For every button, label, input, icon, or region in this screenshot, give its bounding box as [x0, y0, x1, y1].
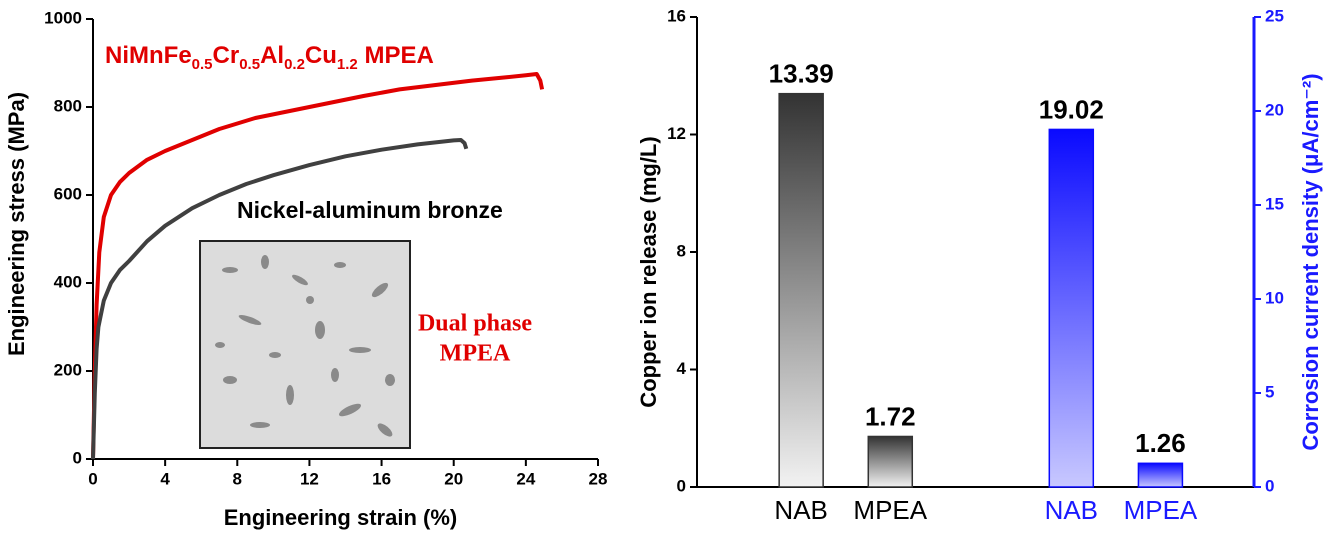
y-tick-label: 1000 [44, 8, 82, 27]
y2-axis-label: Corrosion current density (μA/cm⁻²) [1298, 73, 1323, 450]
y-tick-label: 200 [54, 360, 82, 379]
value-label: 13.39 [769, 59, 834, 89]
curve-label: Nickel-aluminum bronze [237, 197, 503, 223]
y2-tick-label: 25 [1265, 6, 1284, 25]
y-tick-label: 800 [54, 96, 82, 115]
y-tick-label: 0 [677, 476, 686, 495]
x-tick-label: MPEA [853, 495, 927, 525]
bar [867, 435, 914, 488]
x-tick-label: 28 [589, 469, 608, 488]
y-tick-label: 4 [677, 359, 687, 378]
x-tick-label: 24 [516, 469, 535, 488]
x-tick-label: MPEA [1124, 495, 1198, 525]
y-tick-label: 16 [667, 6, 686, 25]
y-tick-label: 8 [677, 241, 686, 260]
annotation: MPEA [440, 341, 511, 367]
x-tick-label: 12 [300, 469, 319, 488]
curve-label: NiMnFe0.5Cr0.5Al0.2Cu1.2 MPEA [105, 42, 434, 73]
y-axis-label: Copper ion release (mg/L) [636, 136, 661, 407]
y-tick-label: 400 [54, 272, 82, 291]
y2-tick-label: 20 [1265, 100, 1284, 119]
value-label: 1.26 [1135, 428, 1186, 458]
annotation: Dual phase [418, 311, 532, 337]
y2-tick-label: 5 [1265, 382, 1274, 401]
y2-tick-label: 10 [1265, 288, 1284, 307]
x-tick-label: 8 [233, 469, 242, 488]
x-tick-label: 16 [372, 469, 391, 488]
value-label: 19.02 [1039, 94, 1104, 124]
x-tick-label: 0 [88, 469, 97, 488]
bar [1048, 128, 1095, 488]
x-tick-label: 4 [160, 469, 170, 488]
x-tick-label: NAB [1045, 495, 1098, 525]
stress-strain-curve [91, 138, 469, 460]
y-tick-label: 600 [54, 184, 82, 203]
bar [778, 92, 824, 488]
value-label: 1.72 [865, 401, 916, 431]
y-axis-label: Engineering stress (MPa) [4, 92, 29, 356]
y-tick-label: 12 [667, 124, 686, 143]
y2-tick-label: 15 [1265, 194, 1284, 213]
x-tick-label: NAB [774, 495, 827, 525]
y-tick-label: 0 [73, 448, 82, 467]
inset-micrograph [199, 240, 411, 449]
stress-strain-curve [91, 72, 545, 460]
x-tick-label: 20 [444, 469, 463, 488]
x-axis-label: Engineering strain (%) [224, 505, 457, 530]
y2-tick-label: 0 [1265, 476, 1274, 495]
bar [1137, 462, 1184, 488]
